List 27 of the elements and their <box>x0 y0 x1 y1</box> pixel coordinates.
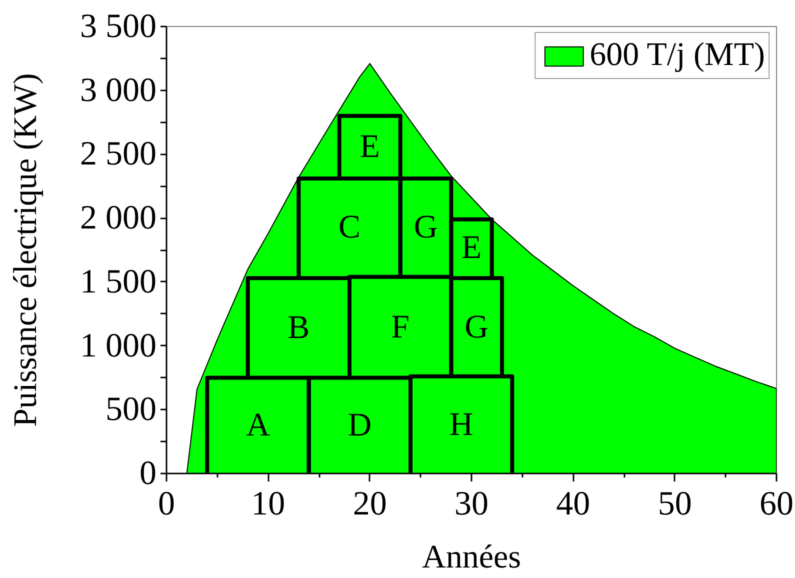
y-tick-label: 1 500 <box>80 263 156 300</box>
y-tick-label: 3 000 <box>80 72 156 109</box>
y-tick-label: 2 000 <box>80 200 156 237</box>
y-tick-label: 1 000 <box>80 327 156 364</box>
y-tick-label: 500 <box>106 391 156 428</box>
y-tick-label: 0 <box>140 455 156 492</box>
x-tick-label: 40 <box>556 486 590 522</box>
series-label: G <box>414 210 438 246</box>
series-label: H <box>449 406 474 443</box>
legend-label: 600 T/j (MT) <box>590 37 765 74</box>
y-tick-label: 3 500 <box>80 8 156 45</box>
series-label: E <box>461 230 482 266</box>
series-label: C <box>338 210 361 246</box>
series-label: E <box>360 129 380 166</box>
x-tick-label: 30 <box>454 486 488 522</box>
y-tick-label: 2 500 <box>80 136 156 173</box>
series-label: D <box>348 408 372 444</box>
x-tick-label: 10 <box>251 486 286 522</box>
series-label: A <box>246 408 270 444</box>
series-label: G <box>464 309 489 346</box>
series-label: B <box>288 310 310 346</box>
x-tick-label: 50 <box>658 486 692 522</box>
x-tick-label: 20 <box>352 486 387 522</box>
x-axis-title: Années <box>422 540 521 576</box>
y-axis-title: Puissance électrique (KW) <box>8 73 44 427</box>
series-label: F <box>391 309 410 346</box>
x-tick-label: 60 <box>760 486 794 522</box>
